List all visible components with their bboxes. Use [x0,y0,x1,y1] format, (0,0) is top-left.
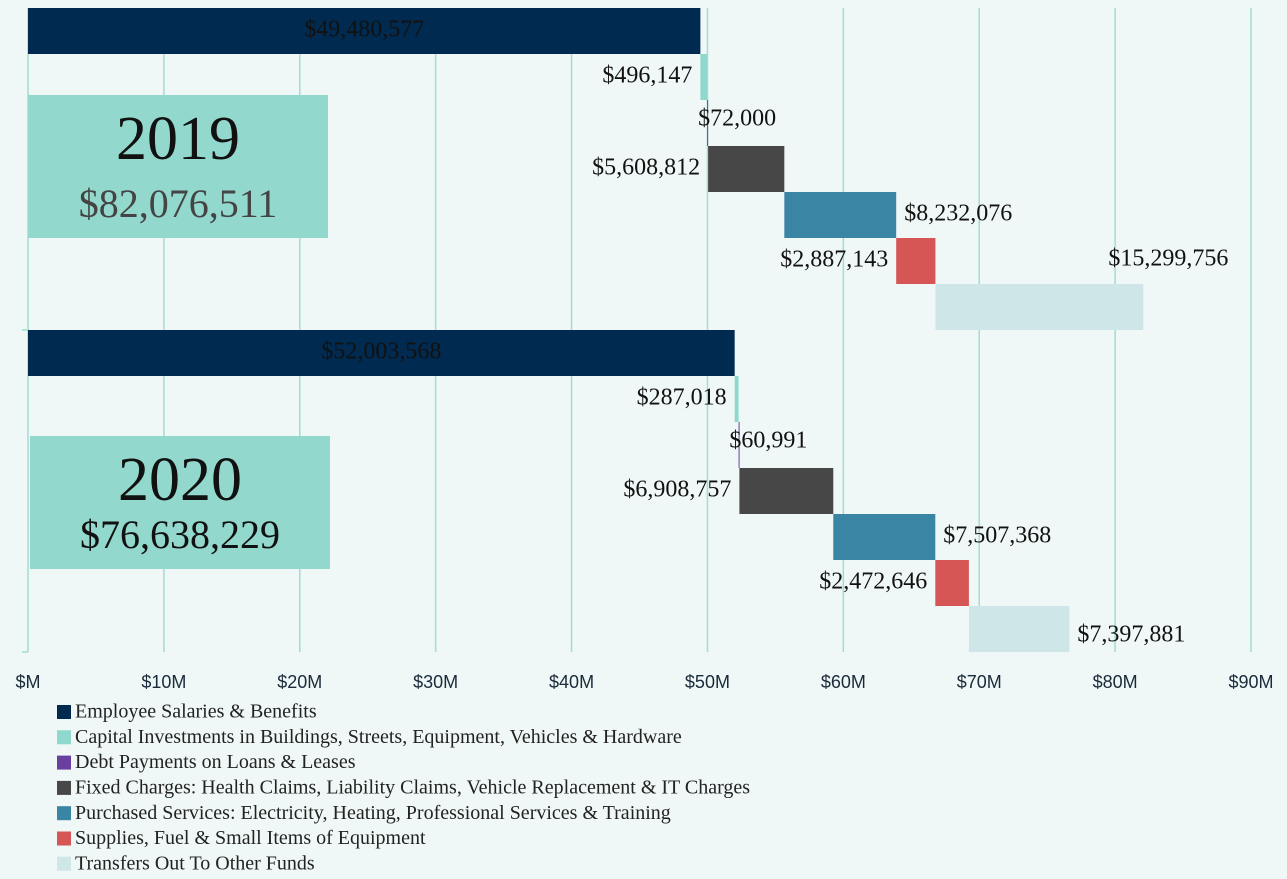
bar [738,422,740,468]
value-label: $2,887,143 [780,247,888,273]
bar [968,606,1070,652]
value-label: $8,232,076 [904,201,1012,227]
total-box [28,95,328,238]
x-tick-label: $50M [685,672,730,692]
bar [739,468,834,514]
value-label: $6,908,757 [623,477,731,503]
legend-label: Purchased Services: Electricity, Heating… [75,802,671,824]
bar [708,146,785,192]
bar [707,100,709,146]
bar [28,8,701,54]
group-total: $82,076,511 [79,181,278,226]
x-tick-label: $60M [821,672,866,692]
legend-label: Transfers Out To Other Funds [75,852,315,874]
bar [700,54,708,100]
bar [734,376,739,422]
x-tick-label: $30M [413,672,458,692]
value-label: $496,147 [602,63,692,89]
value-label: $5,608,812 [592,155,700,181]
legend-swatch [57,780,71,795]
x-tick-label: $40M [549,672,594,692]
legend-swatch [57,831,71,846]
value-label: $287,018 [637,385,727,411]
legend-label: Debt Payments on Loans & Leases [75,751,356,773]
value-label: $15,299,756 [1108,246,1228,272]
value-label: $60,991 [729,428,807,454]
x-tick-label: $90M [1228,672,1273,692]
bar [833,514,936,560]
total-box [30,436,330,569]
legend-label: Fixed Charges: Health Claims, Liability … [75,776,750,798]
bar [935,284,1144,330]
x-tick-label: $M [15,672,40,692]
group-year: 2020 [118,446,242,514]
legend-swatch [57,705,71,719]
group-total: $76,638,229 [80,512,280,557]
legend-swatch [57,806,71,821]
x-tick-label: $20M [277,672,322,692]
bar [896,238,936,284]
bar [28,330,735,376]
legend-label: Employee Salaries & Benefits [75,701,317,723]
value-label: $72,000 [698,106,776,132]
legend-swatch [57,730,71,745]
legend-label: Capital Investments in Buildings, Street… [75,726,682,748]
bar [935,560,969,606]
value-label: $52,003,568 [321,339,441,365]
group-year: 2019 [116,105,240,173]
bar [784,192,897,238]
x-tick-label: $80M [1093,672,1138,692]
value-label: $7,507,368 [943,523,1051,549]
value-label: $49,480,577 [304,17,424,43]
legend-swatch [57,856,71,871]
legend-label: Supplies, Fuel & Small Items of Equipmen… [75,827,426,849]
value-label: $2,472,646 [819,569,927,595]
x-tick-label: $70M [957,672,1002,692]
legend-swatch [57,755,71,770]
x-tick-label: $10M [141,672,186,692]
value-label: $7,397,881 [1077,622,1185,648]
